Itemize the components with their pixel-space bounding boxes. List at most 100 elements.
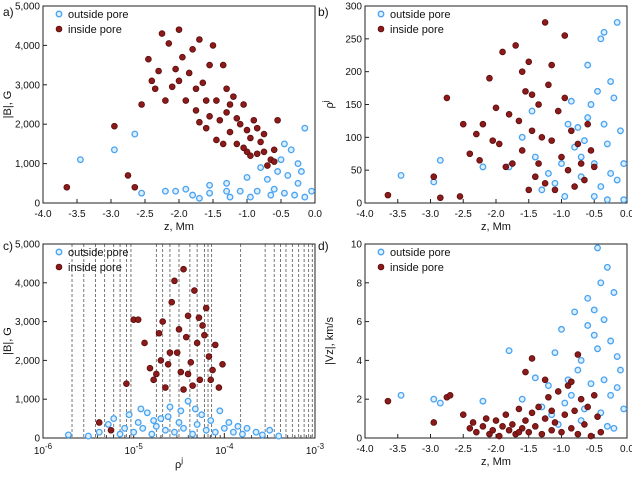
inside-pore-point — [165, 40, 173, 47]
outside-pore-point — [574, 366, 582, 374]
inside-pore-point — [243, 126, 251, 134]
inside-pore-point — [554, 107, 562, 115]
outside-pore-point — [166, 403, 174, 411]
y-tick-label: 4,000 — [15, 278, 40, 289]
outside-pore-point — [257, 164, 265, 171]
outside-pore-point — [84, 432, 92, 440]
y-tick-label: 5,000 — [15, 240, 40, 251]
inside-pore-point — [479, 423, 487, 430]
outside-pore-point — [531, 153, 539, 161]
inside-pore-point — [185, 69, 193, 77]
outside-pore-point — [246, 193, 254, 201]
outside-pore-point — [234, 422, 242, 430]
panel-d: d) 0 2 4 6 8 10 -4.0 -3.5 -3.0 -2.5 -2.0 -1.5 -1.0 -0.… — [318, 239, 632, 468]
outside-pore-point — [171, 428, 178, 436]
inside-pore-point — [571, 407, 578, 415]
outside-pore-point — [263, 175, 271, 183]
inside-pore-point — [253, 124, 261, 132]
outside-pore-point — [182, 185, 190, 193]
inside-pore-point — [175, 326, 183, 333]
inside-pore-point — [558, 428, 565, 436]
legend-marker-inside — [377, 25, 385, 33]
inside-pore-point — [223, 109, 230, 116]
inside-pore-point — [182, 97, 190, 104]
inside-pore-point — [518, 68, 526, 75]
outside-pore-point — [607, 391, 615, 399]
outside-pore-point — [137, 405, 145, 413]
outside-pore-point — [607, 169, 615, 177]
inside-pore-point — [541, 19, 549, 26]
inside-pore-point — [561, 411, 569, 419]
outside-pore-point — [287, 146, 295, 154]
inside-pore-point — [590, 163, 598, 171]
inside-pore-point — [209, 42, 217, 49]
outside-pore-point — [580, 137, 588, 145]
inside-pore-point — [216, 116, 224, 124]
y-tick-label: 150 — [345, 100, 362, 111]
outside-pore-point — [223, 187, 231, 195]
outside-pore-point — [134, 419, 142, 426]
inside-pore-point — [202, 304, 210, 312]
inside-pore-point — [384, 191, 392, 199]
outside-pore-point — [252, 428, 260, 436]
legend-label-outside: outside pore — [390, 247, 451, 259]
inside-pore-point — [243, 148, 251, 156]
inside-pore-point — [545, 81, 552, 89]
y-axis-label: |Vz|, km/s — [324, 317, 336, 365]
inside-pore-point — [473, 428, 480, 436]
outside-pore-point — [239, 430, 246, 438]
outside-pore-point — [594, 345, 601, 353]
x-tick-label: -1.0 — [553, 444, 571, 455]
outside-pore-point — [607, 78, 615, 85]
x-tick-label: -0.5 — [272, 209, 290, 220]
inside-pore-point — [492, 417, 500, 424]
inside-pore-point — [548, 407, 555, 415]
outside-pore-point — [206, 189, 214, 197]
legend-marker-inside — [55, 263, 63, 271]
outside-pore-point — [130, 428, 138, 436]
outside-pore-point — [600, 28, 608, 36]
inside-pore-point — [138, 101, 145, 108]
inside-pore-point — [437, 194, 444, 202]
outside-pore-point — [76, 156, 84, 164]
outside-pore-point — [189, 430, 197, 438]
inside-pore-point — [577, 160, 585, 167]
inside-pore-point — [233, 140, 241, 148]
inside-pore-point — [157, 357, 165, 364]
x-tick-label: -0.5 — [586, 444, 604, 455]
inside-pore-point — [528, 409, 536, 417]
y-tick-label: 5,000 — [15, 2, 40, 13]
inside-pore-point — [466, 424, 474, 432]
inside-pore-point — [535, 160, 542, 167]
outside-pore-point — [270, 185, 278, 193]
inside-pore-point — [155, 329, 163, 337]
outside-pore-point — [505, 347, 513, 355]
inside-pore-point — [574, 140, 582, 148]
inside-pore-point — [538, 430, 546, 438]
inside-pore-point — [459, 120, 467, 128]
x-tick-label: -3.0 — [102, 209, 120, 220]
inside-pore-point — [459, 411, 467, 419]
x-tick-label: -2.5 — [136, 209, 154, 220]
inside-pore-point — [577, 395, 585, 403]
outside-pore-point — [152, 422, 160, 430]
inside-pore-point — [177, 368, 185, 376]
inside-pore-point — [192, 107, 200, 114]
outside-pore-point — [301, 124, 309, 132]
inside-pore-point — [159, 318, 166, 325]
y-tick-label: 1,000 — [15, 395, 40, 406]
inside-pore-point — [446, 392, 454, 399]
outside-pore-point — [544, 382, 552, 390]
inside-pore-point — [175, 26, 183, 33]
outside-pore-point — [216, 407, 224, 415]
x-tick-label: -3.0 — [422, 444, 440, 455]
inside-pore-point — [201, 331, 208, 339]
x-tick-label: 0.0 — [308, 209, 322, 220]
outside-pore-point — [211, 428, 219, 436]
inside-pore-point — [597, 428, 605, 436]
x-tick-label: -2.0 — [487, 444, 505, 455]
inside-pore-point — [541, 180, 549, 187]
plot-frame — [42, 243, 316, 439]
inside-pore-point — [202, 97, 210, 104]
